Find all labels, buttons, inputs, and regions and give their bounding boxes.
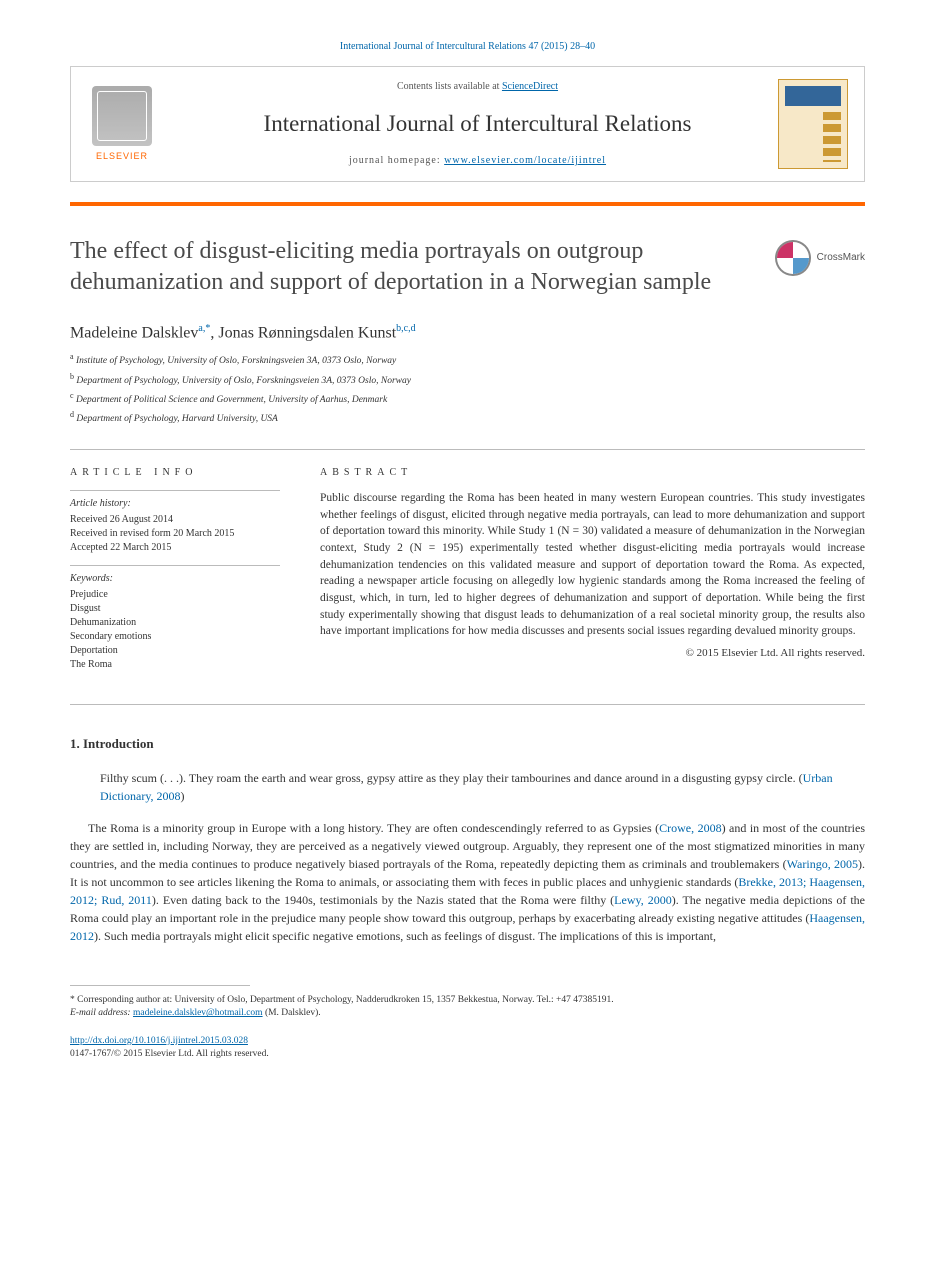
para-text: ). Even dating back to the 1940s, testim… (152, 893, 614, 907)
issn-copyright-line: 0147-1767/© 2015 Elsevier Ltd. All right… (70, 1049, 269, 1059)
elsevier-logo: ELSEVIER (87, 84, 157, 164)
affiliation-d: d Department of Psychology, Harvard Univ… (70, 409, 865, 426)
journal-homepage-line: journal homepage: www.elsevier.com/locat… (177, 154, 778, 168)
affiliation-b: b Department of Psychology, University o… (70, 371, 865, 388)
elsevier-label: ELSEVIER (96, 150, 148, 163)
accepted-date: Accepted 22 March 2015 (70, 541, 280, 555)
sciencedirect-link[interactable]: ScienceDirect (502, 81, 558, 92)
crossmark-icon (775, 240, 811, 276)
citation-link[interactable]: Crowe, 2008 (659, 821, 721, 835)
homepage-prefix: journal homepage: (349, 155, 444, 166)
abstract-heading: ABSTRACT (320, 466, 865, 480)
quote-close: ) (181, 789, 185, 803)
author-2-affil-marks: b,c,d (396, 323, 415, 334)
email-label: E-mail address: (70, 1008, 133, 1018)
keyword-item: Disgust (70, 602, 280, 616)
article-history-label: Article history: (70, 490, 280, 511)
para-text: ). Such media portrayals might elicit sp… (94, 929, 716, 943)
email-footnote: E-mail address: madeleine.dalsklev@hotma… (70, 1007, 865, 1020)
author-list: Madeleine Dalskleva,*, Jonas Rønningsdal… (70, 322, 865, 345)
revised-date: Received in revised form 20 March 2015 (70, 527, 280, 541)
keywords-label: Keywords: (70, 565, 280, 586)
para-text: The Roma is a minority group in Europe w… (88, 821, 659, 835)
email-suffix: (M. Dalsklev). (263, 1008, 321, 1018)
quote-text: Filthy scum (. . .). They roam the earth… (100, 771, 803, 785)
author-email-link[interactable]: madeleine.dalsklev@hotmail.com (133, 1008, 263, 1018)
section-divider (70, 449, 865, 450)
crossmark-label: CrossMark (817, 251, 865, 265)
journal-name: International Journal of Intercultural R… (177, 108, 778, 140)
footnote-divider (70, 985, 250, 986)
citation-link[interactable]: Waringo, 2005 (787, 857, 858, 871)
author-2-name: Jonas Rønningsdalen Kunst (218, 325, 396, 342)
doi-block: http://dx.doi.org/10.1016/j.ijintrel.201… (70, 1035, 865, 1062)
abstract-copyright: © 2015 Elsevier Ltd. All rights reserved… (320, 646, 865, 661)
abstract-panel: ABSTRACT Public discourse regarding the … (320, 466, 865, 682)
body-paragraph: The Roma is a minority group in Europe w… (70, 819, 865, 945)
affiliation-a: a Institute of Psychology, University of… (70, 351, 865, 368)
article-info-heading: ARTICLE INFO (70, 466, 280, 480)
received-date: Received 26 August 2014 (70, 513, 280, 527)
keyword-item: Dehumanization (70, 616, 280, 630)
header-citation: International Journal of Intercultural R… (70, 40, 865, 54)
crossmark-badge[interactable]: CrossMark (775, 240, 865, 276)
citation-link[interactable]: Lewy, 2000 (614, 893, 672, 907)
article-info-panel: ARTICLE INFO Article history: Received 2… (70, 466, 280, 682)
contents-available-line: Contents lists available at ScienceDirec… (177, 80, 778, 94)
corresponding-author-footnote: * Corresponding author at: University of… (70, 994, 865, 1007)
journal-masthead: ELSEVIER Contents lists available at Sci… (70, 66, 865, 182)
section-divider (70, 704, 865, 705)
author-1-name: Madeleine Dalsklev (70, 325, 198, 342)
keyword-item: The Roma (70, 658, 280, 672)
elsevier-tree-icon (92, 86, 152, 146)
keyword-item: Secondary emotions (70, 630, 280, 644)
doi-link[interactable]: http://dx.doi.org/10.1016/j.ijintrel.201… (70, 1036, 248, 1046)
author-1-affil-marks: a,* (198, 323, 210, 334)
journal-homepage-link[interactable]: www.elsevier.com/locate/ijintrel (444, 155, 606, 166)
epigraph-quote: Filthy scum (. . .). They roam the earth… (100, 769, 835, 805)
article-title: The effect of disgust-eliciting media po… (70, 236, 755, 298)
keyword-item: Prejudice (70, 588, 280, 602)
affiliation-c: c Department of Political Science and Go… (70, 390, 865, 407)
abstract-text: Public discourse regarding the Roma has … (320, 490, 865, 640)
accent-divider (70, 202, 865, 206)
contents-prefix: Contents lists available at (397, 81, 502, 92)
journal-cover-thumbnail (778, 79, 848, 169)
keyword-item: Deportation (70, 644, 280, 658)
section-heading-introduction: 1. Introduction (70, 735, 865, 753)
